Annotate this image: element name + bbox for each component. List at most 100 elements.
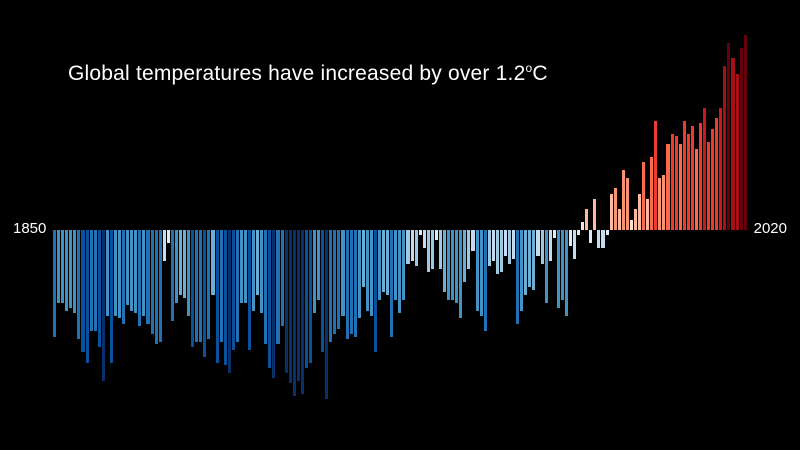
anomaly-bar [463, 230, 467, 282]
anomaly-bar [573, 230, 577, 259]
bar-year-1956 [483, 35, 487, 415]
anomaly-bar [467, 230, 471, 269]
anomaly-bar [650, 157, 654, 230]
bar-year-1967 [528, 35, 532, 415]
anomaly-bar [109, 230, 113, 363]
bar-year-1981 [585, 35, 589, 415]
anomaly-bar [252, 230, 256, 311]
bar-year-2005 [682, 35, 686, 415]
anomaly-bar [487, 230, 491, 266]
anomaly-bar [357, 230, 361, 318]
anomaly-bar [280, 230, 284, 326]
anomaly-bar [674, 136, 678, 230]
anomaly-bar [313, 230, 317, 313]
anomaly-bar [479, 230, 483, 316]
bar-year-1973 [552, 35, 556, 415]
bar-year-1995 [642, 35, 646, 415]
bar-year-1906 [280, 35, 284, 415]
anomaly-bar [57, 230, 61, 303]
anomaly-bar [568, 230, 572, 246]
anomaly-bar [410, 230, 414, 261]
bar-year-1997 [650, 35, 654, 415]
anomaly-bar [61, 230, 65, 303]
anomaly-bar [373, 230, 377, 352]
bar-year-1938 [410, 35, 414, 415]
bar-year-1963 [512, 35, 516, 415]
anomaly-bar [113, 230, 117, 316]
anomaly-bar [53, 230, 57, 337]
anomaly-bar [81, 230, 85, 352]
anomaly-bar [666, 144, 670, 230]
bar-year-1965 [520, 35, 524, 415]
anomaly-bar [207, 230, 211, 339]
bar-year-1890 [215, 35, 219, 415]
bar-year-1999 [658, 35, 662, 415]
chart-title-text: Global temperatures have increased by ov… [68, 62, 526, 85]
bar-year-1942 [426, 35, 430, 415]
anomaly-bar [609, 194, 613, 230]
anomaly-bar [520, 230, 524, 311]
anomaly-bar [333, 230, 337, 334]
anomaly-bar [231, 230, 235, 350]
bar-year-1975 [560, 35, 564, 415]
anomaly-bar [211, 230, 215, 295]
anomaly-bar [349, 230, 353, 334]
bar-year-1912 [304, 35, 308, 415]
anomaly-bar [73, 230, 77, 313]
bar-year-1915 [317, 35, 321, 415]
anomaly-bar [296, 230, 300, 381]
bar-year-1985 [601, 35, 605, 415]
anomaly-bar [166, 230, 170, 243]
bar-year-2019 [739, 35, 743, 415]
bar-year-1969 [536, 35, 540, 415]
anomaly-bar [707, 142, 711, 230]
bar-year-1894 [231, 35, 235, 415]
anomaly-bar [390, 230, 394, 337]
anomaly-bar [272, 230, 276, 378]
bar-year-1856 [77, 35, 81, 415]
bar-year-1945 [438, 35, 442, 415]
bar-year-1852 [61, 35, 65, 415]
bar-year-1968 [532, 35, 536, 415]
bar-year-1897 [243, 35, 247, 415]
bar-year-2016 [727, 35, 731, 415]
bar-year-2007 [690, 35, 694, 415]
anomaly-bar [105, 230, 109, 316]
bar-year-1913 [308, 35, 312, 415]
bar-year-1860 [93, 35, 97, 415]
anomaly-bar [93, 230, 97, 331]
anomaly-bar [317, 230, 321, 300]
anomaly-bar [544, 230, 548, 303]
anomaly-bar [378, 230, 382, 300]
anomaly-bar [260, 230, 264, 313]
anomaly-bar [451, 230, 455, 300]
bar-year-1990 [621, 35, 625, 415]
anomaly-bar [581, 222, 585, 230]
bar-year-1908 [288, 35, 292, 415]
x-axis-end-label: 2020 [753, 220, 787, 237]
bar-year-1971 [544, 35, 548, 415]
x-axis-start-label: 1850 [13, 220, 47, 237]
bar-year-2013 [715, 35, 719, 415]
anomaly-bar [402, 230, 406, 300]
bar-year-1865 [113, 35, 117, 415]
bar-year-1887 [203, 35, 207, 415]
anomaly-bar [731, 58, 735, 230]
bar-year-1922 [345, 35, 349, 415]
anomaly-bar [528, 230, 532, 287]
anomaly-bar [85, 230, 89, 363]
bar-year-1891 [219, 35, 223, 415]
anomaly-bar [158, 230, 162, 342]
bar-year-2012 [711, 35, 715, 415]
anomaly-bar [426, 230, 430, 272]
bar-year-1889 [211, 35, 215, 415]
bar-year-1866 [118, 35, 122, 415]
bar-year-1949 [455, 35, 459, 415]
bar-year-1961 [503, 35, 507, 415]
bar-year-1982 [589, 35, 593, 415]
bar-year-1972 [548, 35, 552, 415]
bar-year-1929 [373, 35, 377, 415]
anomaly-bar [739, 48, 743, 230]
bar-year-1928 [369, 35, 373, 415]
